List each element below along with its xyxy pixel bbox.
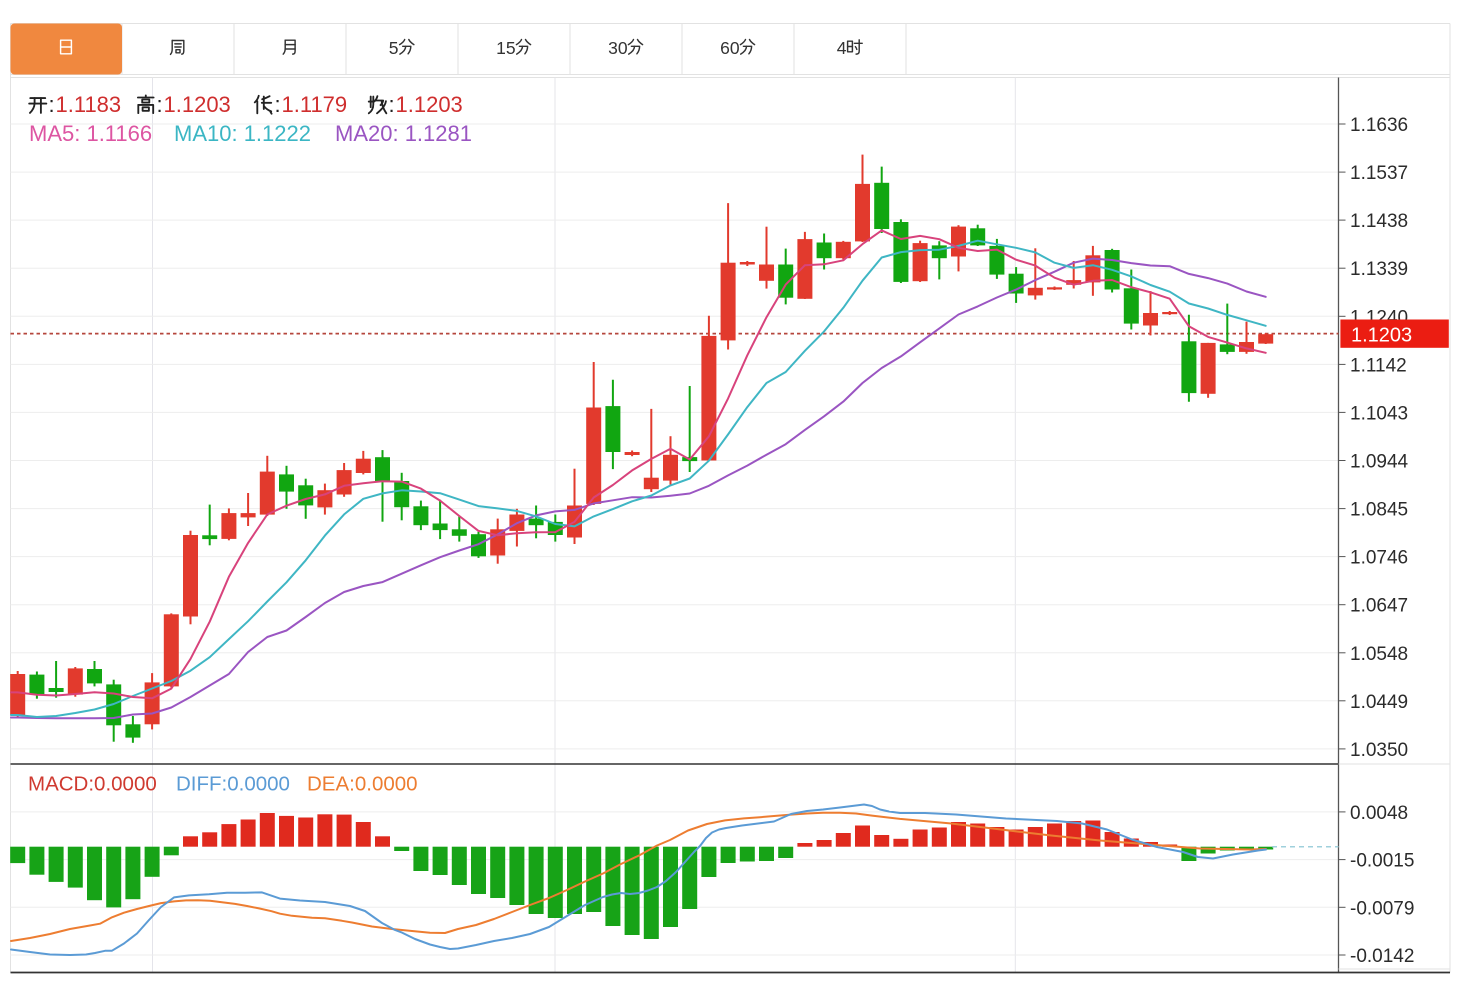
svg-text:MA5: 1.1166: MA5: 1.1166 — [29, 121, 152, 146]
svg-text:-0.0079: -0.0079 — [1350, 898, 1414, 919]
svg-text:1.0350: 1.0350 — [1350, 740, 1408, 761]
svg-text:0.0048: 0.0048 — [1350, 803, 1408, 824]
svg-text:MA10: 1.1222: MA10: 1.1222 — [174, 121, 311, 146]
svg-text:4: 4 — [837, 38, 847, 58]
svg-text:60: 60 — [720, 38, 740, 58]
svg-text:1.1043: 1.1043 — [1350, 403, 1408, 424]
svg-text:1.1203: 1.1203 — [396, 92, 463, 117]
svg-text:1.1339: 1.1339 — [1350, 259, 1408, 280]
svg-text:1.1537: 1.1537 — [1350, 163, 1408, 184]
svg-text:DIFF:0.0000: DIFF:0.0000 — [176, 773, 290, 796]
svg-text:30: 30 — [608, 38, 628, 58]
svg-text:1.1203: 1.1203 — [1351, 325, 1412, 347]
svg-text:-0.0142: -0.0142 — [1350, 946, 1414, 967]
svg-text:5: 5 — [389, 38, 399, 58]
svg-text:1.0746: 1.0746 — [1350, 548, 1408, 569]
svg-text:1.0449: 1.0449 — [1350, 692, 1408, 713]
svg-text:MACD:0.0000: MACD:0.0000 — [28, 773, 157, 796]
svg-text::: : — [389, 92, 395, 117]
svg-text:1.0548: 1.0548 — [1350, 644, 1408, 665]
svg-text::: : — [157, 92, 163, 117]
svg-text:1.0647: 1.0647 — [1350, 596, 1408, 617]
svg-text:1.1183: 1.1183 — [56, 92, 122, 117]
svg-text:1.1636: 1.1636 — [1350, 115, 1408, 136]
svg-text:-0.0015: -0.0015 — [1350, 851, 1414, 872]
svg-text::: : — [49, 92, 55, 117]
svg-text:1.0845: 1.0845 — [1350, 500, 1408, 521]
svg-text:1.1142: 1.1142 — [1350, 355, 1407, 376]
svg-text:1.1438: 1.1438 — [1350, 211, 1408, 232]
svg-text:1.1203: 1.1203 — [164, 92, 231, 117]
svg-text:1.1179: 1.1179 — [282, 92, 348, 117]
svg-text:15: 15 — [496, 38, 515, 58]
svg-text:1.0944: 1.0944 — [1350, 452, 1409, 473]
svg-text:DEA:0.0000: DEA:0.0000 — [307, 773, 418, 796]
svg-text:MA20: 1.1281: MA20: 1.1281 — [335, 121, 472, 146]
svg-text::: : — [275, 92, 281, 117]
